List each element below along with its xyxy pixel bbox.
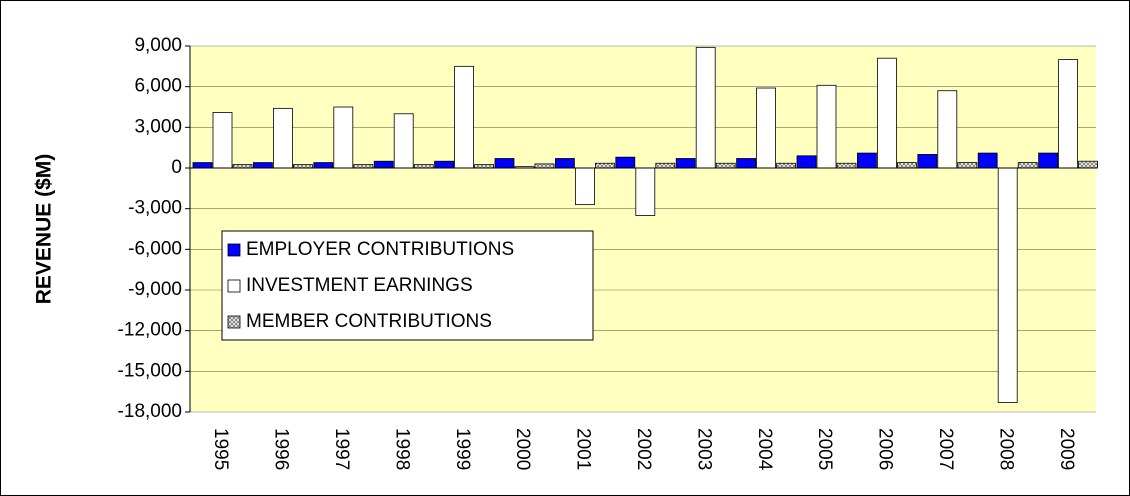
plot-area bbox=[190, 46, 1096, 412]
y-tick-label: -9,000 bbox=[128, 279, 182, 300]
bar bbox=[1038, 152, 1058, 169]
bar bbox=[917, 154, 938, 169]
x-tick-label: 2003 bbox=[693, 428, 714, 470]
y-tick-label: -6,000 bbox=[128, 238, 182, 259]
bar bbox=[715, 162, 736, 169]
y-tick-label: 3,000 bbox=[134, 116, 182, 137]
x-tick-label: 2005 bbox=[814, 428, 835, 470]
bar bbox=[292, 164, 313, 169]
bar bbox=[252, 162, 273, 169]
bar bbox=[957, 162, 978, 169]
y-tick-label: -3,000 bbox=[128, 198, 182, 219]
y-axis-title: REVENUE ($M) bbox=[33, 154, 56, 305]
x-tick-label: 2007 bbox=[935, 428, 956, 470]
x-tick-label: 2009 bbox=[1056, 428, 1077, 470]
x-tick-label: 2002 bbox=[633, 428, 654, 470]
bar bbox=[555, 158, 575, 169]
bar bbox=[413, 164, 434, 169]
x-tick-label: 2004 bbox=[754, 428, 775, 471]
bar bbox=[1017, 162, 1038, 169]
bar bbox=[494, 158, 515, 169]
bar bbox=[373, 160, 394, 169]
bar bbox=[272, 107, 293, 169]
x-tick-label: 1997 bbox=[331, 428, 352, 470]
bar bbox=[534, 163, 555, 169]
bar bbox=[997, 167, 1018, 403]
bar bbox=[635, 167, 656, 216]
bar bbox=[836, 162, 857, 169]
x-tick-label: 2006 bbox=[875, 428, 896, 470]
bar bbox=[977, 152, 998, 169]
bar bbox=[655, 162, 676, 169]
y-tick-label: -15,000 bbox=[118, 360, 182, 381]
legend-label: MEMBER CONTRIBUTIONS bbox=[246, 311, 492, 332]
bar bbox=[1058, 59, 1078, 169]
legend-swatch bbox=[227, 279, 241, 293]
bar bbox=[454, 65, 475, 169]
legend-box bbox=[221, 230, 594, 341]
legend-swatch bbox=[227, 315, 241, 329]
bar bbox=[393, 113, 414, 169]
bar bbox=[736, 158, 756, 169]
bar bbox=[776, 162, 796, 169]
bar bbox=[1078, 160, 1098, 169]
bar bbox=[937, 90, 958, 169]
bar bbox=[313, 162, 334, 169]
legend-label: INVESTMENT EARNINGS bbox=[246, 275, 473, 296]
legend-swatch bbox=[227, 243, 241, 257]
bar bbox=[333, 106, 354, 169]
y-tick-label: 0 bbox=[171, 157, 182, 178]
bar bbox=[353, 164, 374, 169]
bar bbox=[575, 167, 595, 205]
x-tick-label: 1998 bbox=[391, 428, 412, 470]
x-tick-label: 2008 bbox=[995, 428, 1016, 470]
bar bbox=[675, 158, 696, 169]
y-tick-label: -12,000 bbox=[118, 320, 182, 341]
y-tick-label: -18,000 bbox=[118, 401, 182, 422]
bar bbox=[212, 112, 233, 169]
bar bbox=[857, 152, 877, 169]
x-tick-label: 1995 bbox=[210, 428, 231, 470]
bar bbox=[232, 164, 253, 169]
bar bbox=[615, 156, 636, 169]
y-tick-label: 6,000 bbox=[134, 76, 182, 97]
bar bbox=[897, 162, 917, 169]
x-tick-label: 2001 bbox=[573, 428, 594, 470]
bar bbox=[474, 164, 495, 169]
y-tick-label: 9,000 bbox=[134, 35, 182, 56]
bar bbox=[877, 57, 897, 169]
bar bbox=[695, 46, 716, 169]
bar bbox=[816, 84, 837, 169]
x-tick-label: 1996 bbox=[271, 428, 292, 470]
bar bbox=[192, 162, 213, 169]
legend-label: EMPLOYER CONTRIBUTIONS bbox=[246, 239, 514, 260]
x-tick-label: 2000 bbox=[512, 428, 533, 470]
x-tick-label: 1999 bbox=[452, 428, 473, 470]
bar bbox=[796, 155, 817, 169]
bar bbox=[434, 160, 455, 169]
bar bbox=[756, 87, 776, 169]
bar bbox=[595, 162, 615, 169]
